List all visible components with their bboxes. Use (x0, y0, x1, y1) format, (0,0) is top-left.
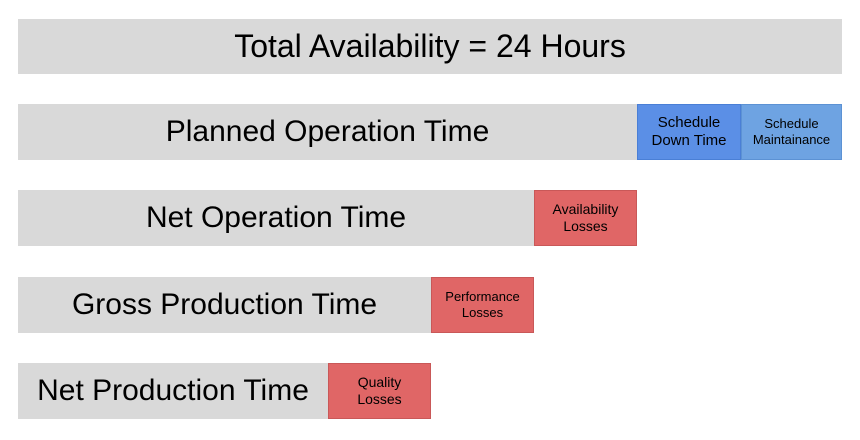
quality-losses-label: Quality Losses (357, 374, 402, 407)
quality-losses-box: Quality Losses (328, 363, 431, 419)
schedule-down-time-label: Schedule Down Time (651, 114, 727, 149)
planned-operation-time-bar: Planned Operation Time (18, 104, 637, 160)
performance-losses-box: Performance Losses (431, 277, 534, 333)
schedule-maintenance-box: Schedule Maintainance (741, 104, 842, 160)
total-availability-bar: Total Availability = 24 Hours (18, 19, 842, 74)
net-production-time-label: Net Production Time (37, 374, 309, 407)
gross-production-time-label: Gross Production Time (71, 288, 378, 321)
availability-losses-label: Availability Losses (552, 201, 619, 234)
net-operation-time-bar: Net Operation Time (18, 190, 534, 246)
planned-operation-time-label: Planned Operation Time (165, 115, 490, 148)
gross-production-time-bar: Gross Production Time (18, 277, 431, 333)
total-availability-label: Total Availability = 24 Hours (234, 28, 626, 65)
schedule-maintenance-label: Schedule Maintainance (752, 116, 831, 147)
performance-losses-label: Performance Losses (445, 289, 520, 320)
net-production-time-bar: Net Production Time (18, 363, 328, 419)
availability-losses-box: Availability Losses (534, 190, 637, 246)
net-operation-time-label: Net Operation Time (145, 201, 407, 234)
schedule-down-time-box: Schedule Down Time (637, 104, 741, 160)
